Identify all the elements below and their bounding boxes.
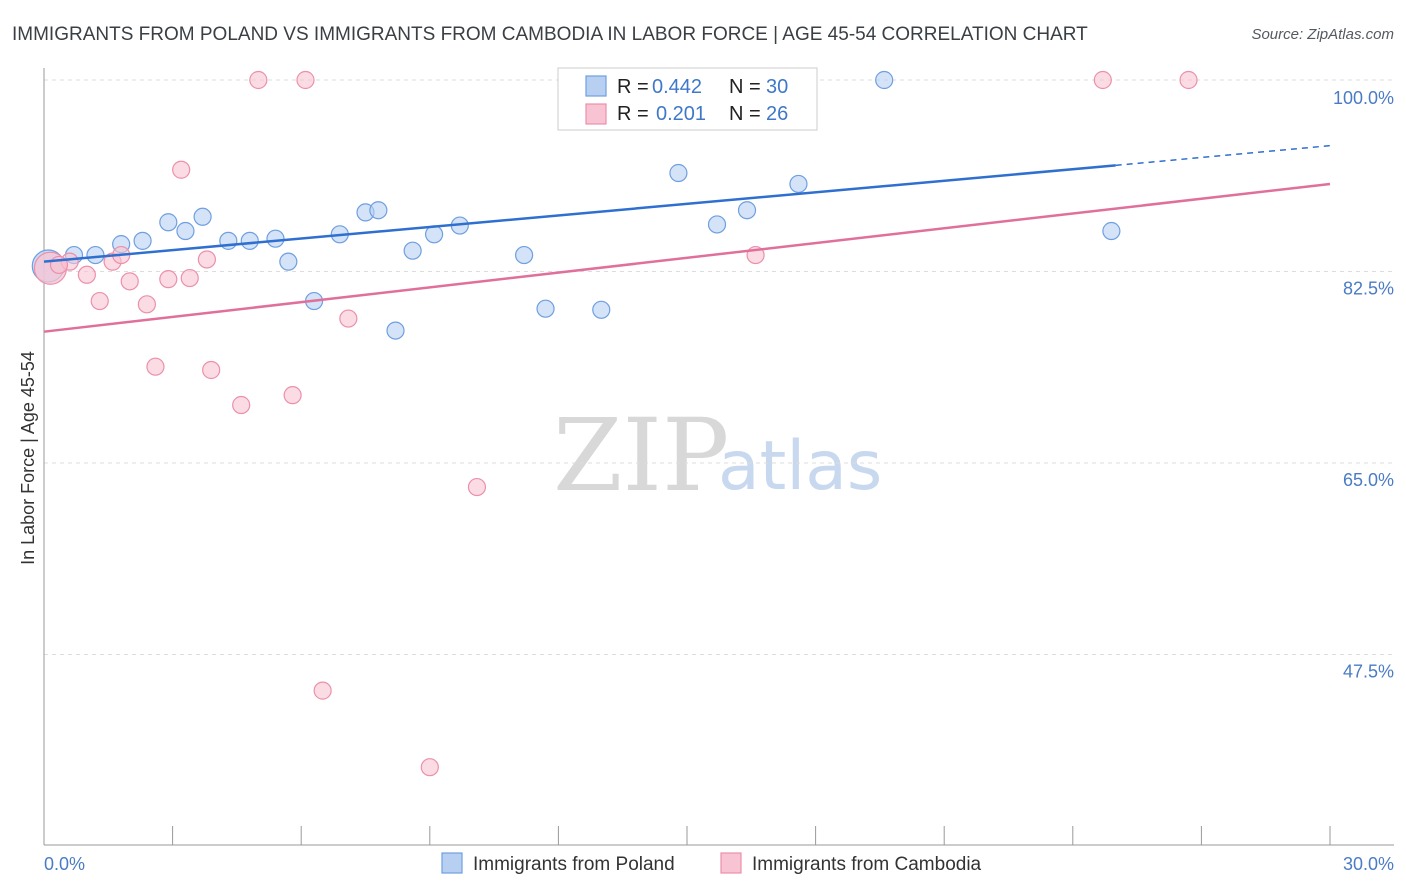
series-legend: Immigrants from Poland Immigrants from C…	[441, 852, 982, 875]
point-poland	[386, 321, 405, 340]
trend-line-poland	[43, 164, 1116, 263]
point-poland	[133, 231, 152, 250]
point-cambodia	[120, 272, 139, 291]
legend-swatch-cambodia	[585, 103, 607, 125]
chart-title: IMMIGRANTS FROM POLAND VS IMMIGRANTS FRO…	[12, 24, 1088, 45]
point-cambodia	[249, 70, 268, 90]
legend-r-value-poland: 0.442	[652, 76, 702, 98]
chart-source: Source: ZipAtlas.com	[1251, 26, 1394, 43]
point-cambodia	[283, 386, 302, 405]
point-cambodia	[467, 477, 487, 497]
trend-line-poland-extension	[1115, 144, 1331, 167]
trend-lines	[43, 144, 1331, 333]
point-poland	[240, 231, 259, 250]
point-poland	[86, 245, 105, 265]
legend-swatch-poland	[585, 75, 607, 97]
series-legend-swatch-poland	[441, 852, 463, 874]
point-poland	[279, 252, 298, 271]
point-poland	[369, 201, 388, 220]
point-poland	[1102, 221, 1121, 241]
legend-n-value-poland: 30	[766, 76, 788, 98]
point-poland	[193, 207, 212, 226]
point-cambodia	[180, 268, 199, 288]
series-legend-label-cambodia: Immigrants from Cambodia	[752, 854, 982, 875]
legend-n-label-poland: N =	[729, 76, 761, 98]
series-legend-label-poland: Immigrants from Poland	[473, 854, 675, 875]
legend-r-label-cambodia: R =	[617, 103, 649, 125]
point-poland	[403, 241, 422, 260]
point-cambodia	[232, 395, 251, 415]
point-cambodia	[202, 360, 221, 380]
point-poland	[266, 229, 285, 248]
point-cambodia	[313, 681, 332, 700]
x-tick-label-min: 0.0%	[44, 854, 85, 874]
y-axis-tick-labels: 100.0% 82.5% 65.0% 47.5%	[1333, 88, 1394, 682]
point-poland	[669, 163, 688, 183]
point-cambodia	[146, 357, 165, 376]
point-poland	[737, 201, 757, 220]
point-poland	[875, 70, 894, 90]
point-cambodia	[77, 265, 96, 284]
point-cambodia	[137, 295, 156, 314]
point-cambodia	[197, 250, 216, 269]
x-tick-label-max: 30.0%	[1343, 854, 1394, 874]
legend-n-value-cambodia: 26	[766, 103, 788, 125]
y-tick-label: 100.0%	[1333, 88, 1394, 108]
point-cambodia	[296, 70, 315, 90]
y-tick-label: 47.5%	[1343, 662, 1394, 682]
y-tick-label: 65.0%	[1343, 470, 1394, 490]
x-axis-ticks	[172, 826, 1331, 845]
legend-r-value-cambodia: 0.201	[656, 103, 706, 125]
point-cambodia	[339, 309, 358, 328]
legend-r-label-poland: R =	[617, 76, 649, 98]
point-cambodia	[172, 160, 191, 179]
stats-legend: R = 0.442 N = 30 R = 0.201 N = 26	[557, 67, 818, 131]
y-axis-label: In Labor Force | Age 45-54	[18, 351, 38, 565]
watermark-zip: ZIP	[553, 397, 729, 514]
point-poland	[515, 245, 534, 265]
point-cambodia	[1093, 70, 1112, 90]
legend-n-label-cambodia: N =	[729, 103, 761, 125]
point-poland	[176, 221, 195, 241]
point-poland	[536, 299, 555, 318]
point-cambodia	[1179, 70, 1198, 90]
point-cambodia	[90, 291, 109, 311]
trend-line-cambodia	[43, 182, 1331, 333]
gridlines	[44, 79, 1394, 655]
watermark-atlas: atlas	[718, 427, 882, 506]
point-cambodia	[420, 758, 439, 777]
point-poland	[707, 215, 727, 234]
point-cambodia	[159, 270, 178, 289]
series-legend-swatch-cambodia	[720, 852, 742, 874]
point-poland	[159, 213, 178, 232]
y-tick-label: 82.5%	[1343, 279, 1394, 299]
point-poland	[789, 174, 808, 194]
point-poland	[592, 300, 611, 319]
